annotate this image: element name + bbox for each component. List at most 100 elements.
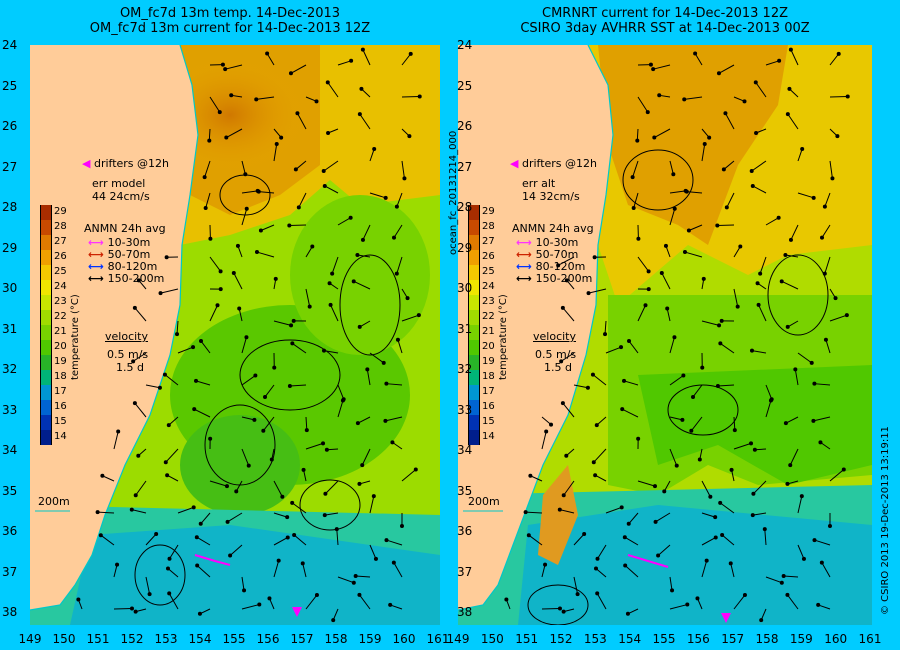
longitude-tick-label: 154 xyxy=(188,632,212,646)
current-arrow-head xyxy=(732,428,737,433)
current-arrow-head xyxy=(175,332,180,337)
legend-item-label: 150-200m xyxy=(535,272,593,285)
current-arrow xyxy=(361,448,371,466)
current-arrow xyxy=(790,49,799,66)
colorbar-tick-label: 22 xyxy=(482,311,495,322)
current-arrow-head xyxy=(701,276,706,281)
longitude-tick-label: 160 xyxy=(824,632,848,646)
legend-item-label: 80-120m xyxy=(535,260,586,273)
longitude-tick-label: 151 xyxy=(515,632,539,646)
legend-item-label: 10-30m xyxy=(535,236,579,249)
current-arrow-head xyxy=(691,394,696,399)
current-arrow-head xyxy=(292,533,297,538)
anmn-legend-item: ⟷ 50-70m xyxy=(516,248,578,261)
current-arrow xyxy=(100,534,115,546)
current-arrow xyxy=(701,143,706,162)
current-arrow xyxy=(563,480,575,496)
current-arrow-head xyxy=(833,296,838,301)
current-arrow-head xyxy=(195,563,200,568)
current-arrow-head xyxy=(526,533,531,538)
current-arrow xyxy=(530,475,543,482)
current-arrow xyxy=(366,369,371,386)
current-arrow xyxy=(758,304,767,322)
current-arrow-head xyxy=(715,383,720,388)
current-arrow xyxy=(797,352,813,364)
current-arrow xyxy=(783,575,799,578)
current-arrow xyxy=(669,416,683,421)
current-arrow-head xyxy=(274,141,279,146)
current-arrow-head xyxy=(280,494,285,499)
current-arrows xyxy=(76,47,422,623)
current-arrow xyxy=(233,272,243,290)
current-arrow-head xyxy=(261,428,266,433)
current-arrow-head xyxy=(622,535,627,540)
current-arrow-head xyxy=(793,367,798,372)
current-arrow-head xyxy=(199,339,204,344)
current-arrow-head xyxy=(136,453,141,458)
current-arrow-head xyxy=(167,591,172,596)
current-arrow xyxy=(701,320,720,326)
current-arrow-head xyxy=(244,206,249,211)
current-arrow xyxy=(541,607,560,610)
current-arrow xyxy=(623,380,639,386)
current-arrow xyxy=(337,60,352,66)
legend-item-label: 80-120m xyxy=(107,260,158,273)
current-arrow xyxy=(323,160,339,172)
current-arrow-head xyxy=(625,611,630,616)
current-arrow xyxy=(195,380,211,386)
current-arrow-head xyxy=(799,494,804,499)
right-err-line1: err alt xyxy=(522,177,556,190)
current-arrow-head xyxy=(321,441,326,446)
colorbar-tick-label: 27 xyxy=(482,236,495,247)
current-arrow-head xyxy=(724,205,729,210)
current-arrow-head xyxy=(314,592,319,597)
current-arrow-head xyxy=(349,58,354,63)
current-arrow xyxy=(359,594,371,610)
current-arrow xyxy=(765,60,780,66)
current-arrow-head xyxy=(707,135,712,140)
current-arrow-head xyxy=(835,134,840,139)
current-arrow xyxy=(390,604,403,610)
current-arrow xyxy=(637,96,649,113)
current-arrow-head xyxy=(626,521,631,526)
current-arrow-head xyxy=(202,175,207,180)
current-arrow-head xyxy=(327,281,332,286)
colorbar-swatch xyxy=(40,340,52,355)
left-map xyxy=(30,45,440,625)
current-arrow-head xyxy=(697,457,702,462)
anmn-legend-item: ⟷ 80-120m xyxy=(88,260,157,273)
current-arrow-head xyxy=(627,339,632,344)
current-arrow xyxy=(790,224,799,241)
current-arrow xyxy=(628,512,639,525)
current-arrow xyxy=(541,564,546,578)
current-arrow-head xyxy=(157,385,162,390)
current-arrow-head xyxy=(357,481,362,486)
current-arrow xyxy=(305,442,324,450)
current-arrow xyxy=(624,536,639,546)
current-arrow-head xyxy=(290,500,295,505)
credit-label: © CSIRO 2013 19-Dec-2013 13:19:11 xyxy=(880,426,891,615)
current-arrow xyxy=(688,224,703,231)
current-arrow xyxy=(818,604,831,610)
latitude-tick-label: 33 xyxy=(2,402,18,417)
current-arrow xyxy=(209,480,228,487)
current-arrow-head xyxy=(631,206,636,211)
latitude-tick-label: 30 xyxy=(2,281,18,295)
current-arrow xyxy=(733,416,736,431)
colorbar-swatch xyxy=(40,355,52,370)
current-arrow-head xyxy=(708,494,713,499)
latitude-tick-label: 29 xyxy=(2,240,18,255)
current-arrow-head xyxy=(293,167,298,172)
current-arrow xyxy=(684,96,703,100)
current-arrow-head xyxy=(165,566,170,571)
current-arrow-head xyxy=(154,532,159,537)
longitude-tick-label: 156 xyxy=(686,632,710,646)
current-arrow-head xyxy=(198,521,203,526)
legend-arrow-icon: ⟷ xyxy=(88,248,108,261)
current-arrow-head xyxy=(742,592,747,597)
current-arrow-head xyxy=(682,97,687,102)
current-arrow xyxy=(690,416,703,432)
current-arrow xyxy=(396,256,403,274)
current-arrow-head xyxy=(620,407,625,412)
